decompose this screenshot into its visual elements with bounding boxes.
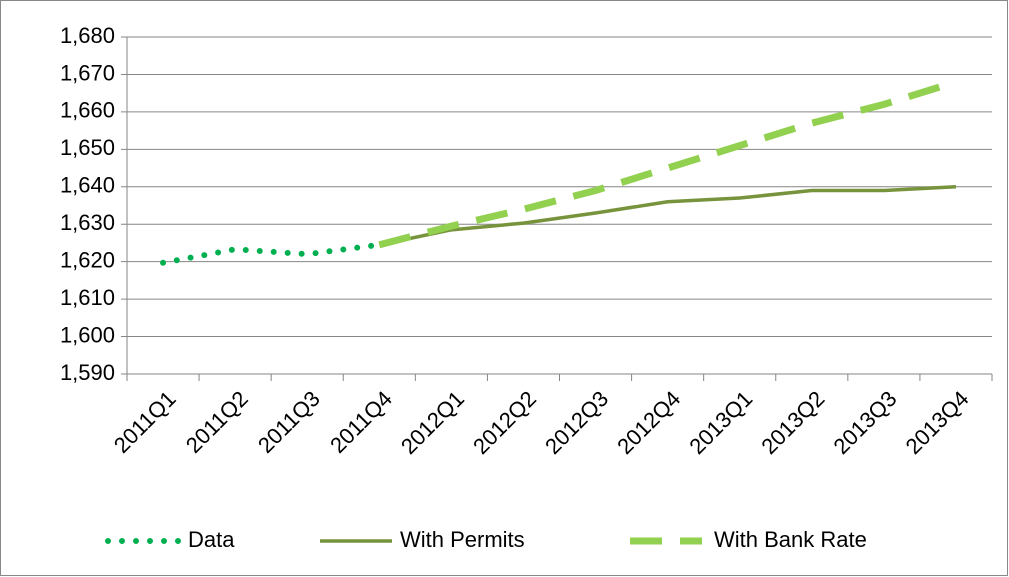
y-tick-label: 1,670 xyxy=(60,60,115,85)
y-tick-label: 1,610 xyxy=(60,285,115,310)
y-tick-label: 1,680 xyxy=(60,23,115,48)
y-tick-label: 1,630 xyxy=(60,210,115,235)
y-tick-label: 1,600 xyxy=(60,322,115,347)
legend-label: Data xyxy=(188,527,235,552)
legend-label: With Bank Rate xyxy=(714,527,867,552)
legend-label: With Permits xyxy=(400,527,525,552)
y-tick-label: 1,660 xyxy=(60,98,115,123)
series-line xyxy=(160,241,383,266)
series-line xyxy=(378,185,957,247)
y-tick-label: 1,640 xyxy=(60,173,115,198)
y-tick-label: 1,590 xyxy=(60,360,115,385)
y-tick-label: 1,620 xyxy=(60,247,115,272)
y-tick-label: 1,650 xyxy=(60,135,115,160)
